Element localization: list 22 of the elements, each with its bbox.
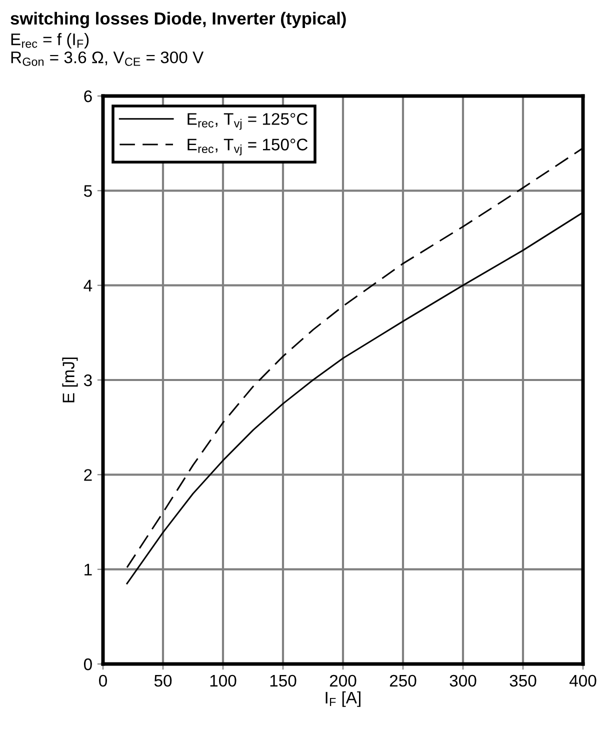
y-tick-label: 3 <box>84 374 92 386</box>
y-tick-label: 2 <box>84 469 92 481</box>
x-tick-label: 250 <box>390 674 416 687</box>
chart-title: switching losses Diode, Inverter (typical) <box>10 12 346 28</box>
legend-label: E$_{rec}$, T$_{vj}$ = 125°C <box>188 113 308 130</box>
y-tick-label: 5 <box>84 185 92 197</box>
x-tick-label: 200 <box>330 674 356 687</box>
x-tick-label: 300 <box>450 674 476 687</box>
y-tick-label: 6 <box>84 90 92 102</box>
y-tick-label: 1 <box>84 564 92 576</box>
x-tick-label: 100 <box>210 674 236 687</box>
text: E$_{rec}$ = f (I$_{F}$) R$_{Gon}$ = 3.6 Ω, V$_{CE}$ = 300 V <box>11 33 204 66</box>
x-tick-label: 350 <box>510 674 536 687</box>
x-tick-label: 0 <box>99 674 107 687</box>
y-tick-label: 0 <box>84 658 92 670</box>
x-axis-title: I$_{F}$ [A] <box>326 691 360 707</box>
y-axis-title: E [mJ] <box>62 358 78 402</box>
x-tick-label: 150 <box>270 674 296 687</box>
y-tick-label: 4 <box>84 280 92 292</box>
x-tick-label: 400 <box>569 674 596 687</box>
legend-label: E$_{rec}$, T$_{vj}$ = 150°C <box>188 138 308 156</box>
x-tick-label: 50 <box>154 674 172 687</box>
